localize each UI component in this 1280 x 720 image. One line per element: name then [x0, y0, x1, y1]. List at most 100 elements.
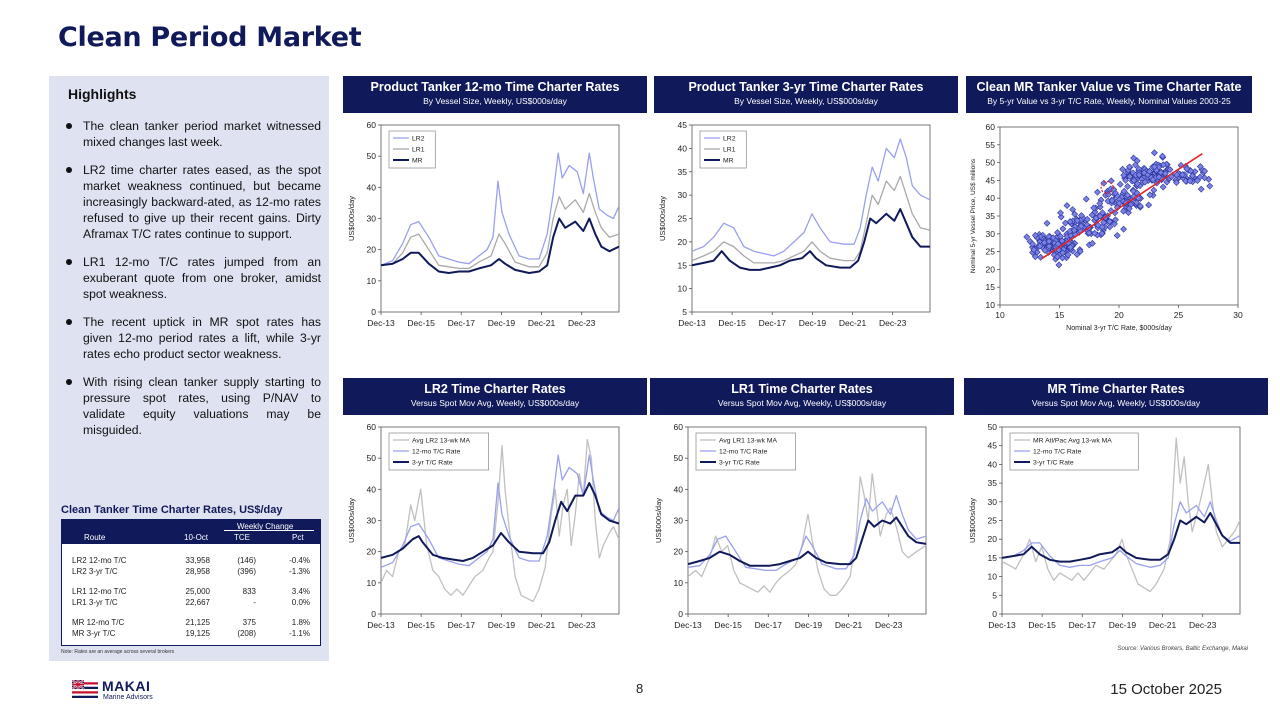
x-tick-label: Dec-19 — [488, 318, 516, 328]
y-tick-label: 15 — [678, 260, 688, 270]
scatter-point — [1133, 199, 1141, 207]
x-tick-label: Dec-15 — [718, 318, 746, 328]
col-route: Route — [84, 533, 106, 542]
series-line-lr1 — [692, 175, 930, 264]
highlight-bullet: LR2 time charter rates eased, as the spo… — [63, 162, 321, 242]
scatter-point — [1094, 188, 1101, 196]
y-tick-label: 35 — [678, 167, 688, 177]
scatter-point — [1150, 186, 1158, 194]
chart-mr-value-scatter: Clean MR Tanker Value vs Time Charter Ra… — [966, 76, 1252, 348]
page-number: 8 — [636, 681, 644, 696]
x-tick-label: Dec-15 — [407, 318, 435, 328]
y-tick-label: 20 — [367, 245, 377, 255]
cell-tce: - — [253, 598, 256, 607]
cell-rate: 19,125 — [185, 629, 210, 638]
scatter-point — [1145, 201, 1153, 209]
legend-label: MR — [412, 158, 423, 165]
scatter-point — [1082, 195, 1090, 203]
x-tick-label: Dec-21 — [528, 620, 556, 630]
chart-subtitle: Versus Spot Mov Avg, Weekly, US$000s/day — [717, 398, 887, 408]
legend-label: MR Atl/Pac Avg 13-wk MA — [1033, 438, 1112, 445]
scatter-point — [1194, 177, 1201, 185]
chart-header: LR1 Time Charter Rates Versus Spot Mov A… — [650, 378, 954, 415]
legend-label: 12-mo T/C Rate — [719, 449, 767, 456]
y-tick-label: 30 — [367, 214, 377, 224]
cell-route: LR1 12-mo T/C — [72, 587, 127, 596]
scatter-point — [1120, 225, 1128, 233]
legend-label: LR1 — [723, 147, 736, 154]
cell-route: LR1 3-yr T/C — [72, 598, 118, 607]
scatter-point — [1069, 206, 1077, 213]
cell-tce: (146) — [237, 556, 256, 565]
x-tick-label: Dec-13 — [678, 318, 706, 328]
cell-tce: 833 — [242, 587, 256, 596]
y-tick-label: 25 — [678, 214, 688, 224]
scatter-point — [1059, 225, 1067, 233]
plot-area — [999, 126, 1239, 306]
cell-rate: 22,667 — [185, 598, 210, 607]
highlight-bullet: LR1 12-mo T/C rates jumped from an exube… — [63, 254, 321, 302]
series-line-3-yr-t-c-rate — [381, 482, 619, 562]
x-tick-label: Dec-23 — [568, 318, 596, 328]
scatter-point — [1036, 242, 1044, 250]
scatter-point — [1100, 219, 1108, 226]
y-tick-label: 55 — [986, 140, 996, 150]
x-tick-label: Dec-17 — [1069, 620, 1097, 630]
x-tick-label: Dec-21 — [835, 620, 863, 630]
x-tick-label: Dec-17 — [755, 620, 783, 630]
scatter-point — [1098, 229, 1106, 237]
scatter-point — [1073, 217, 1081, 225]
scatter-point — [1197, 185, 1205, 193]
scatter-point — [1057, 213, 1065, 221]
x-tick-label: Dec-23 — [875, 620, 903, 630]
y-axis-label: US$000s/day — [968, 498, 977, 543]
scatter-point — [1043, 219, 1051, 227]
scatter-point — [1057, 209, 1064, 217]
y-tick-label: 45 — [988, 441, 998, 451]
scatter-point — [1045, 242, 1053, 250]
rates-table: Weekly Change Route 10-Oct TCE Pct LR2 1… — [61, 519, 321, 646]
scatter-point — [1201, 167, 1209, 175]
chart-product-3yr: Product Tanker 3-yr Time Charter Rates B… — [654, 76, 958, 348]
highlight-bullet: With rising clean tanker supply starting… — [63, 374, 321, 438]
scatter-point — [1159, 161, 1167, 169]
y-tick-label: 25 — [988, 516, 998, 526]
page-title: Clean Period Market — [58, 22, 362, 53]
x-tick-label: Dec-17 — [448, 620, 476, 630]
hawaii-flag-icon — [72, 680, 98, 698]
scatter-point — [1155, 173, 1163, 181]
y-tick-label: 40 — [988, 459, 998, 469]
scatter-point — [1045, 237, 1053, 245]
scatter-point — [1058, 237, 1066, 245]
scatter-point — [1206, 182, 1214, 190]
scatter-point — [1112, 216, 1119, 224]
scatter-point — [1129, 169, 1137, 177]
y-tick-label: 20 — [986, 264, 996, 274]
highlight-bullet: The clean tanker period market witnessed… — [63, 118, 321, 150]
y-tick-label: 10 — [986, 300, 996, 310]
y-tick-label: 50 — [988, 422, 998, 432]
scatter-point — [1166, 166, 1174, 174]
scatter-point — [1064, 251, 1072, 259]
table-row: LR2 12-mo T/C 33,958 (146) -0.4% — [62, 556, 320, 567]
scatter-point — [1116, 180, 1124, 188]
scatter-point — [1135, 171, 1143, 179]
chart-plot: 0 10 20 30 40 50 60 Dec-13 Dec-15 Dec-17 Dec-19 Dec… — [347, 422, 620, 630]
chart-lr1-tc: LR1 Time Charter Rates Versus Spot Mov A… — [650, 378, 954, 650]
chart-plot: 5 10 15 20 25 30 35 40 45 Dec-13 Dec-15 Dec-17 Dec-1… — [658, 120, 931, 328]
y-tick-label: 30 — [986, 229, 996, 239]
series-line-3-yr-t-c-rate — [1002, 512, 1240, 563]
scatter-point — [1088, 239, 1096, 247]
y-tick-label: 60 — [986, 122, 996, 132]
scatter-point — [1120, 171, 1128, 179]
table-row: MR 3-yr T/C 19,125 (208) -1.1% — [62, 629, 320, 640]
chart-mr-tc: MR Time Charter Rates Versus Spot Mov Av… — [964, 378, 1268, 650]
report-date: 15 October 2025 — [1110, 681, 1222, 698]
scatter-point — [1031, 253, 1039, 261]
scatter-point — [1179, 171, 1186, 179]
col-date: 10-Oct — [184, 533, 209, 542]
scatter-point — [1122, 176, 1130, 184]
scatter-point — [1073, 251, 1081, 258]
x-tick-label: 10 — [995, 310, 1005, 320]
y-tick-label: 60 — [674, 422, 684, 432]
